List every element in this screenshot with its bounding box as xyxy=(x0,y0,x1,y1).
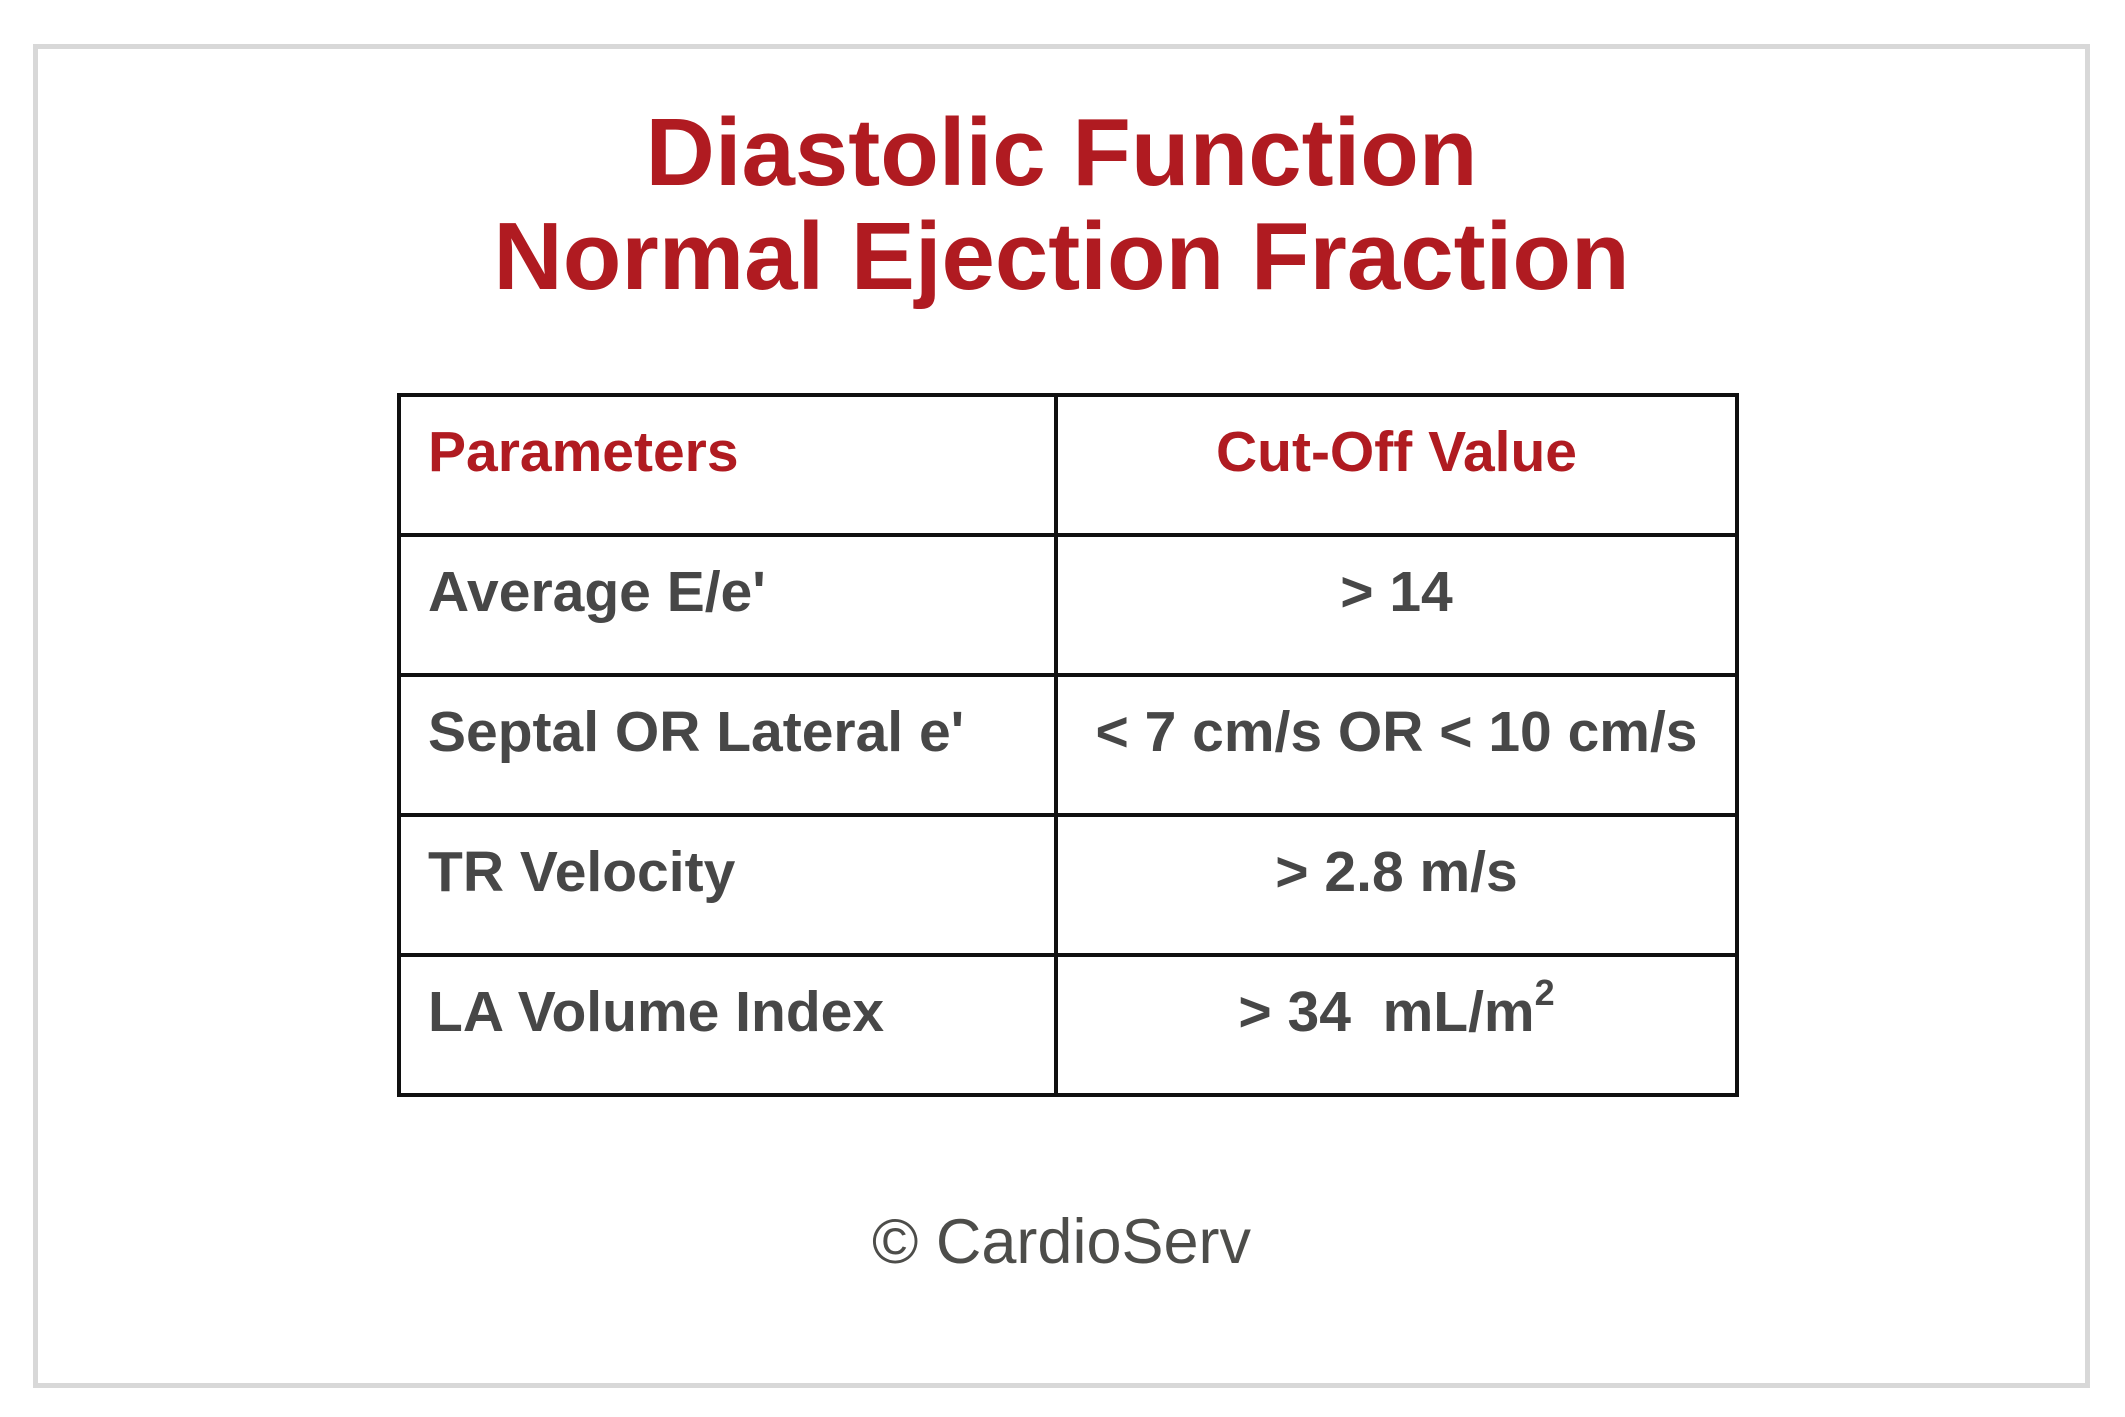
value-cell: > 34 mL/m2 xyxy=(1054,953,1739,1097)
parameter-cell: Average E/e' xyxy=(397,533,1058,677)
column-header-parameters: Parameters xyxy=(397,393,1058,537)
table-row-average-e-over-e-prime: Average E/e' > 14 xyxy=(397,533,1739,677)
table-header-row: Parameters Cut-Off Value xyxy=(397,393,1739,537)
parameter-cell: TR Velocity xyxy=(397,813,1058,957)
page-title: Diastolic Function Normal Ejection Fract… xyxy=(38,101,2085,309)
table-row-la-volume-index: LA Volume Index > 34 mL/m2 xyxy=(397,953,1739,1097)
title-line-1: Diastolic Function xyxy=(645,99,1478,206)
copyright-footer: © CardioServ xyxy=(38,1206,2085,1278)
parameter-cell: Septal OR Lateral e' xyxy=(397,673,1058,817)
value-cell: > 14 xyxy=(1054,533,1739,677)
infographic-card: Diastolic Function Normal Ejection Fract… xyxy=(33,44,2090,1388)
column-header-cutoff-value: Cut-Off Value xyxy=(1054,393,1739,537)
table-row-septal-or-lateral-e-prime: Septal OR Lateral e' < 7 cm/s OR < 10 cm… xyxy=(397,673,1739,817)
table-row-tr-velocity: TR Velocity > 2.8 m/s xyxy=(397,813,1739,957)
value-cell: < 7 cm/s OR < 10 cm/s xyxy=(1054,673,1739,817)
value-superscript: 2 xyxy=(1534,972,1555,1013)
title-line-2: Normal Ejection Fraction xyxy=(493,203,1630,310)
value-cell: > 2.8 m/s xyxy=(1054,813,1739,957)
cutoff-table: Parameters Cut-Off Value Average E/e' > … xyxy=(397,393,1739,1097)
parameter-cell: LA Volume Index xyxy=(397,953,1058,1097)
value-base: > 34 mL/m xyxy=(1238,980,1535,1044)
copyright-text: © CardioServ xyxy=(871,1207,1252,1277)
